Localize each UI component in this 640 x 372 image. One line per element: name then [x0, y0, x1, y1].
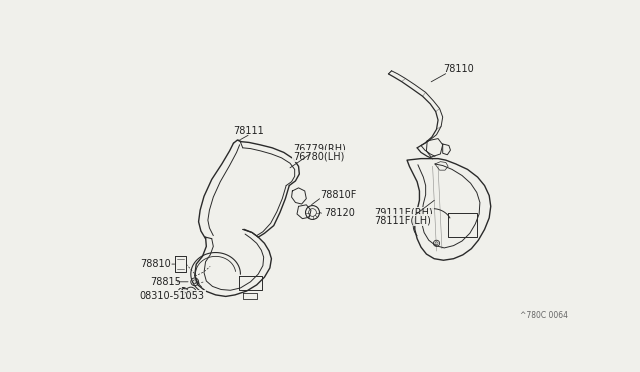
- Text: 76780(LH): 76780(LH): [293, 151, 344, 161]
- Text: 79111E(RH): 79111E(RH): [374, 208, 433, 218]
- Text: 78810F: 78810F: [320, 190, 356, 200]
- Text: 08310-51053: 08310-51053: [140, 291, 205, 301]
- Text: 78111F(LH): 78111F(LH): [374, 215, 431, 225]
- Text: 78120: 78120: [324, 208, 355, 218]
- Text: 76779(RH): 76779(RH): [293, 144, 346, 154]
- Text: 78810: 78810: [140, 259, 172, 269]
- Text: 78111: 78111: [234, 126, 264, 136]
- Text: S: S: [180, 288, 186, 297]
- Text: ^780C 0064: ^780C 0064: [520, 311, 568, 320]
- Text: 78110: 78110: [443, 64, 474, 74]
- Text: 78815: 78815: [150, 277, 180, 287]
